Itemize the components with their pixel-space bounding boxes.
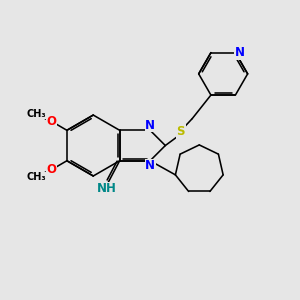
Text: N: N xyxy=(145,159,155,172)
Text: O: O xyxy=(46,163,56,176)
Text: CH₃: CH₃ xyxy=(26,172,46,182)
Text: N: N xyxy=(145,119,155,132)
Text: N: N xyxy=(235,46,244,59)
Text: CH₃: CH₃ xyxy=(26,109,46,118)
Text: NH: NH xyxy=(97,182,117,195)
Text: O: O xyxy=(46,116,56,128)
Text: S: S xyxy=(177,125,185,138)
